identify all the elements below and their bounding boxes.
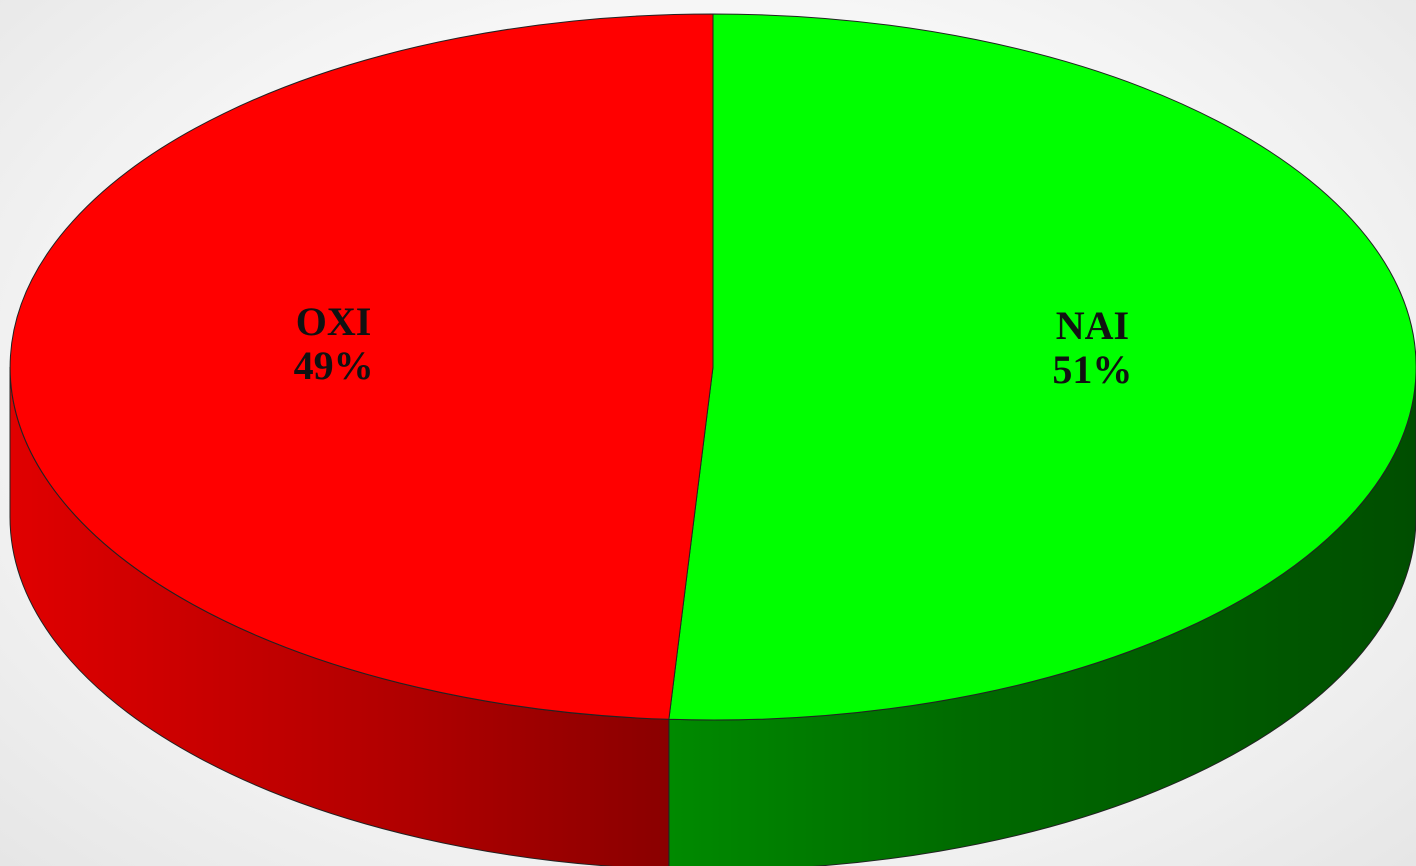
slice-label-nai: NAI <box>1056 303 1129 348</box>
pie-tops <box>9 13 1416 721</box>
slice-value-nai: 51% <box>1052 347 1132 392</box>
pie-slice-oxi <box>9 13 714 720</box>
slice-label-oxi: OXI <box>296 299 372 344</box>
slice-value-oxi: 49% <box>294 343 374 388</box>
